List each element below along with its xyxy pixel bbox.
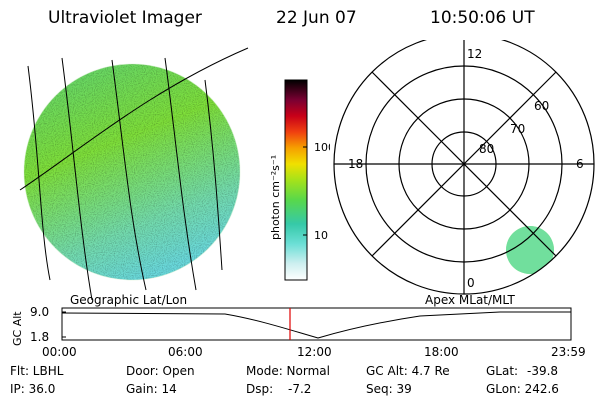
alt-tick-1.8: 1.8 [30,330,49,344]
mlat-label-60: 60 [534,99,549,113]
alt-ylabel: GC Alt [11,311,24,346]
colorbar-tick-100: 100 [314,141,330,154]
mlt-label-6: 6 [576,157,584,171]
mlat-label-80: 80 [479,142,494,156]
info-dsp-label: Dsp: [246,382,274,396]
alt-tick-9: 9.0 [30,305,49,319]
info-glon: GLon: 242.6 [486,382,559,396]
info-glat-label: GLat: [486,364,519,378]
colorbar-unit-label: photon cm⁻²s⁻¹ [269,155,282,240]
mlt-label-0: 0 [467,276,475,290]
info-flt: Flt: LBHL [10,364,64,378]
info-dsp-value: -7.2 [288,382,312,396]
info-mode: Mode: Normal [246,364,330,378]
time-tick-0600: 06:00 [168,345,203,359]
info-door: Door: Open [126,364,195,378]
mlat-label-70: 70 [510,122,525,136]
geographic-label: Geographic Lat/Lon [70,293,188,307]
time-tick-1800: 18:00 [424,345,459,359]
info-glat-value: -39.8 [527,364,559,378]
time-label: 10:50:06 UT [430,8,535,28]
info-ip: IP: 36.0 [10,382,56,396]
colorbar-tick-10: 10 [314,229,328,242]
info-gain: Gain: 14 [126,382,177,396]
apex-polar-plot: 12 18 6 0 60 70 80 [333,40,595,295]
instrument-title: Ultraviolet Imager [48,8,202,28]
date-label: 22 Jun 07 [276,8,357,28]
mlt-label-12: 12 [467,47,482,61]
time-tick-1200: 12:00 [297,345,332,359]
apex-label: Apex MLat/MLT [425,293,515,307]
geographic-image [19,47,249,300]
altitude-plot: 9.0 1.8 GC Alt 00:00 06:00 12:00 18:00 2… [11,305,586,359]
time-tick-0000: 00:00 [42,345,77,359]
info-seq: Seq: 39 [366,382,412,396]
colorbar: 100 10 photon cm⁻²s⁻¹ [269,79,330,281]
time-tick-2359: 23:59 [551,345,586,359]
info-gcalt: GC Alt: 4.7 Re [366,364,450,378]
mlt-label-18: 18 [348,157,363,171]
